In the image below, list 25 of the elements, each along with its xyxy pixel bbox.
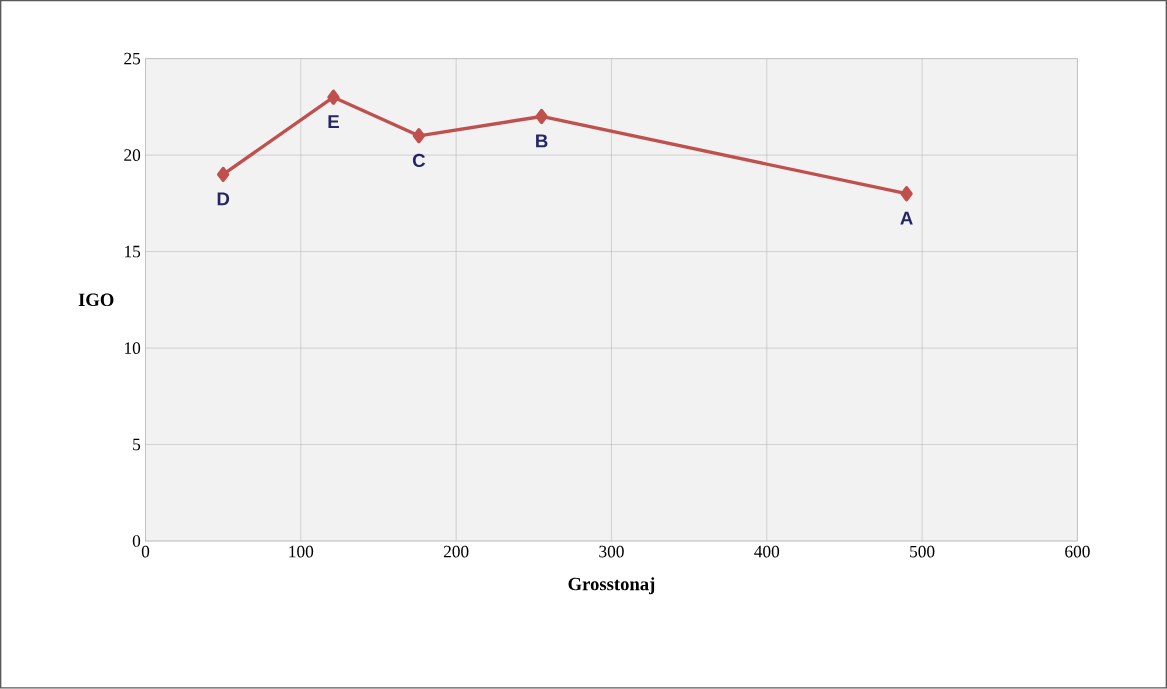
point bbox=[900, 186, 913, 202]
x-tick-label: 200 bbox=[443, 545, 469, 558]
x-tick-label: 600 bbox=[1065, 545, 1090, 558]
y-axis-title: IGO bbox=[78, 293, 114, 307]
x-tick-label: 100 bbox=[289, 545, 314, 558]
y-tick-label: 5 bbox=[133, 439, 141, 451]
y-tick-label: 0 bbox=[132, 535, 141, 548]
point bbox=[412, 128, 426, 144]
annotation: A bbox=[900, 211, 913, 225]
x-tick-label: 0 bbox=[141, 545, 150, 558]
y-tick-label: 20 bbox=[124, 149, 141, 162]
x-tick-label: 300 bbox=[599, 545, 624, 558]
annotation: E bbox=[328, 115, 339, 129]
x-tick-label: 400 bbox=[754, 545, 780, 558]
point bbox=[327, 89, 340, 106]
annotation: C bbox=[412, 154, 426, 168]
point bbox=[217, 166, 230, 183]
x-tick-label: 500 bbox=[910, 545, 935, 558]
annotation: B bbox=[536, 134, 548, 148]
y-tick-label: 25 bbox=[124, 53, 141, 65]
x-axis-title: Grosstonaj bbox=[568, 577, 655, 595]
y-tick-label: 10 bbox=[125, 342, 141, 355]
point bbox=[535, 109, 548, 125]
y-tick-label: 15 bbox=[125, 246, 141, 258]
annotation: D bbox=[217, 192, 230, 206]
